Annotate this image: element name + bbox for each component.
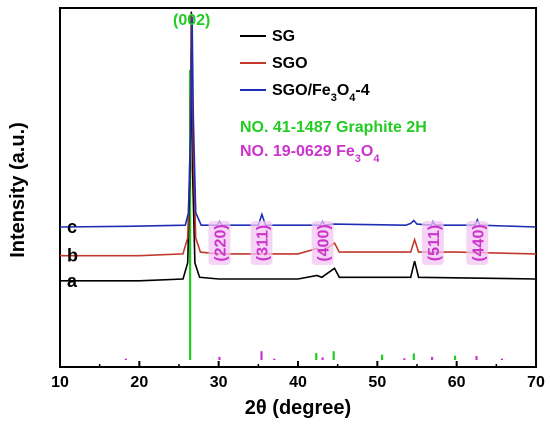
legend-label: SGO/Fe3O4-4 — [272, 82, 370, 104]
reference-note: NO. 41-1487 Graphite 2H — [240, 119, 427, 136]
miller-label: (440) — [470, 224, 487, 261]
legend-label: SGO — [272, 55, 308, 72]
x-tick-label: 70 — [527, 374, 545, 391]
series-line — [60, 11, 537, 282]
miller-highlight — [208, 221, 231, 265]
legend: SG SGO SGO/Fe3O4-4 NO. 41-1487 Graphite 2H N… — [240, 28, 427, 165]
x-tick-label: 10 — [51, 374, 69, 391]
curve-label: c — [67, 217, 77, 237]
curve-label: b — [67, 246, 78, 266]
miller-label: (400) — [316, 224, 333, 261]
miller-label: (002) — [173, 12, 210, 29]
miller-highlight — [250, 221, 273, 265]
miller-label: (220) — [212, 224, 229, 261]
curve-label: a — [67, 271, 78, 291]
x-tick-label: 20 — [130, 374, 148, 391]
x-tick-label: 30 — [210, 374, 228, 391]
ticks-group: 10 20 30 40 50 60 70 — [51, 361, 545, 391]
miller-highlight — [311, 221, 334, 265]
reference-note: NO. 19-0629 Fe3O4 — [240, 143, 380, 165]
reference-bars — [124, 70, 503, 360]
x-axis-title: 2θ (degree) — [245, 397, 351, 419]
miller-label: (511) — [426, 225, 443, 261]
miller-label: (311) — [255, 225, 272, 261]
x-tick-label: 40 — [289, 374, 307, 391]
miller-highlight — [466, 221, 489, 265]
legend-label: SG — [272, 28, 295, 45]
miller-highlight — [421, 221, 444, 265]
y-axis-title: Intensity (a.u.) — [7, 122, 29, 258]
x-tick-label: 50 — [368, 374, 386, 391]
annotation-group: (002) (220) (311) (400) (511) (440) — [173, 12, 489, 265]
x-tick-label: 60 — [448, 374, 466, 391]
